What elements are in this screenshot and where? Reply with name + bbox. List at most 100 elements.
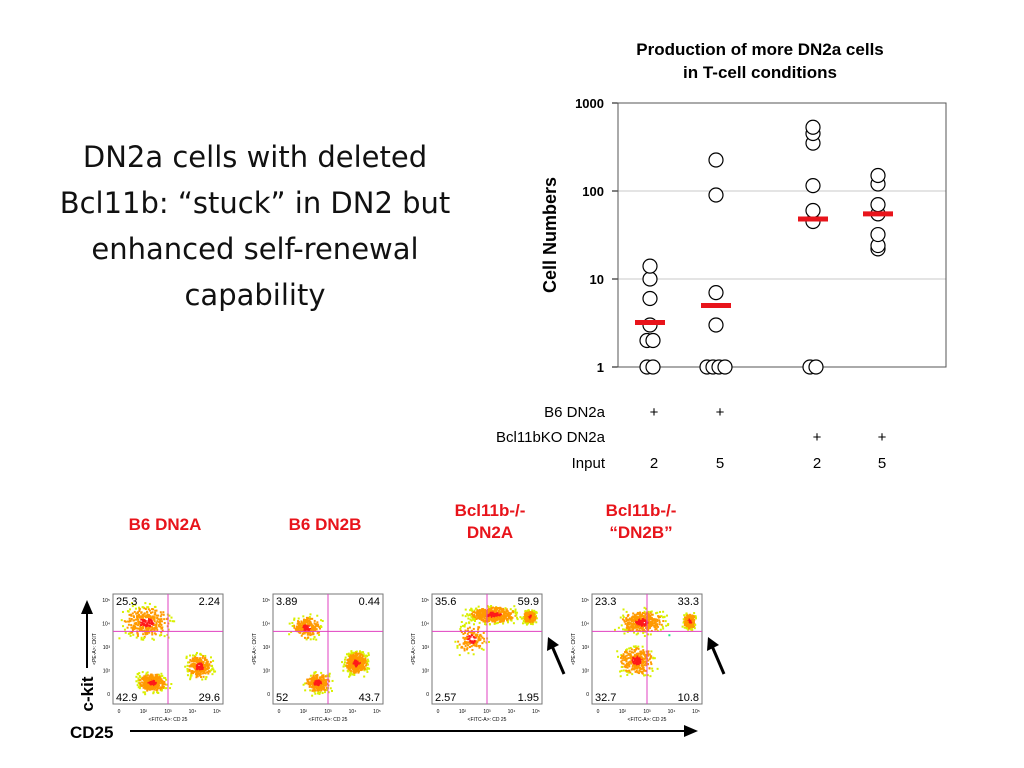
flow-event <box>473 615 476 618</box>
flow-event <box>686 625 689 628</box>
flow-event <box>649 615 652 618</box>
flow-event <box>343 658 346 661</box>
flow-event <box>346 661 349 664</box>
quadrant-ul-value: 23.3 <box>595 596 616 608</box>
flow-event <box>622 653 625 656</box>
flow-event <box>655 627 658 630</box>
flow-event <box>631 673 634 676</box>
flow-event <box>156 685 159 688</box>
flow-event <box>468 645 471 648</box>
flow-event <box>144 675 147 678</box>
flow-event <box>308 616 311 619</box>
flow-event <box>144 693 147 696</box>
flow-event <box>532 621 535 624</box>
flow-event <box>498 616 501 619</box>
flow-event <box>624 658 627 661</box>
flow-event <box>470 612 473 615</box>
flow-event <box>309 689 312 692</box>
flow-event <box>322 674 325 677</box>
flow-event <box>313 678 316 681</box>
flow-event <box>158 684 161 687</box>
flow-event <box>692 621 695 624</box>
flow-event <box>500 615 503 618</box>
flow-event <box>305 682 308 685</box>
flow-event <box>196 674 199 677</box>
flow-event <box>357 667 360 670</box>
flow-event <box>159 615 162 618</box>
flow-event <box>350 652 353 655</box>
flow-event <box>160 631 163 634</box>
flow-event <box>490 613 493 616</box>
flow-event <box>356 652 359 655</box>
flow-event <box>156 616 159 619</box>
flow-event <box>639 627 642 630</box>
flow-event <box>197 660 200 663</box>
flow-event <box>498 608 501 611</box>
flow-event <box>634 663 637 666</box>
flow-event <box>469 635 472 638</box>
flow-event <box>195 656 198 659</box>
flow-event <box>149 615 152 618</box>
flow-event <box>309 638 312 641</box>
flow-event <box>323 691 326 694</box>
flow-y-tick: 10⁴ <box>421 622 429 628</box>
flow-event <box>353 654 356 657</box>
flow-event <box>355 668 358 671</box>
flow-event <box>694 615 697 618</box>
flow-event <box>128 613 131 616</box>
flow-event <box>634 645 637 648</box>
data-point <box>708 187 724 203</box>
flow-event <box>205 676 208 679</box>
flow-event <box>467 621 470 624</box>
flow-event <box>656 667 659 670</box>
flow-event <box>514 608 517 611</box>
flow-event <box>132 615 135 618</box>
flow-event <box>494 607 497 610</box>
flow-event <box>691 618 694 621</box>
flow-event <box>530 612 533 615</box>
flow-event <box>482 620 485 623</box>
flow-event <box>506 619 509 622</box>
flow-event <box>639 617 642 620</box>
flow-event <box>645 607 648 610</box>
flow-event <box>515 616 518 619</box>
flow-event <box>367 667 370 670</box>
flow-event <box>318 693 321 696</box>
flow-event <box>645 660 648 663</box>
flow-x-label: <FITC-A>: CD 25 <box>309 717 348 723</box>
flow-event <box>295 629 298 632</box>
flow-event <box>641 627 644 630</box>
flow-event <box>648 658 651 661</box>
flow-event <box>144 683 147 686</box>
flow-event <box>309 613 312 616</box>
data-point <box>870 167 886 184</box>
flow-event <box>500 617 503 620</box>
flow-event <box>160 613 163 616</box>
flow-event <box>622 628 625 631</box>
flow-event <box>624 664 627 667</box>
flow-event <box>315 624 318 627</box>
flow-event <box>482 618 485 621</box>
flow-event <box>644 656 647 659</box>
flow-event <box>481 616 484 619</box>
flow-event <box>347 666 350 669</box>
slide-title: DN2a cells with deleted Bcl11b: “stuck” … <box>30 134 480 318</box>
flow-event <box>308 623 311 626</box>
quadrant-ul-value: 25.3 <box>116 596 137 608</box>
flow-event <box>505 618 508 621</box>
flow-y-tick: 0 <box>586 692 589 698</box>
highlight-arrow-shaft <box>710 645 726 675</box>
quadrant-ll-value: 52 <box>276 692 288 704</box>
flow-event <box>149 625 152 628</box>
flow-event <box>195 664 198 667</box>
flow-event <box>330 689 333 692</box>
flow-event <box>620 669 623 672</box>
condition-label-b6-dn2a: B6 DN2A <box>95 514 235 536</box>
flow-event <box>210 669 213 672</box>
flow-event <box>141 671 144 674</box>
flow-event <box>135 618 138 621</box>
flow-event <box>686 620 689 623</box>
flow-event <box>152 608 155 611</box>
flow-event <box>152 683 155 686</box>
flow-event <box>288 622 291 625</box>
